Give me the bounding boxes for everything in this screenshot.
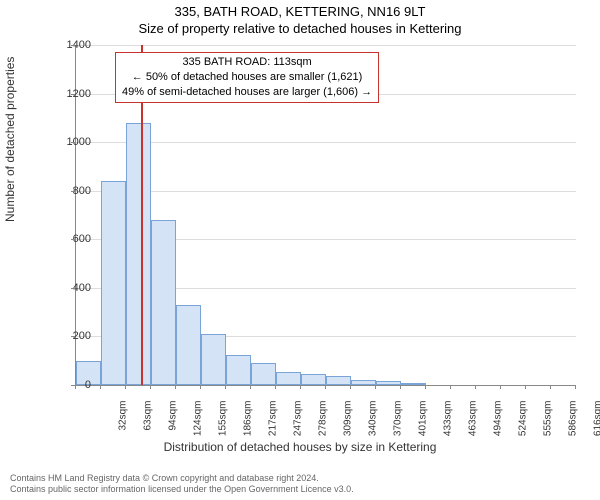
histogram-bar (276, 372, 301, 385)
histogram-bar (101, 181, 126, 385)
info-line-3: 49% of semi-detached houses are larger (… (122, 85, 372, 100)
histogram-bar (401, 383, 426, 385)
attribution-line-1: Contains HM Land Registry data © Crown c… (10, 473, 354, 485)
attribution: Contains HM Land Registry data © Crown c… (10, 473, 354, 496)
histogram-bar (176, 305, 201, 385)
attribution-line-2: Contains public sector information licen… (10, 484, 354, 496)
histogram-bar (201, 334, 226, 385)
x-axis-label: Distribution of detached houses by size … (0, 440, 600, 454)
chart-container: 335, BATH ROAD, KETTERING, NN16 9LT Size… (0, 0, 600, 500)
page-title: 335, BATH ROAD, KETTERING, NN16 9LT (0, 0, 600, 19)
histogram-bar (301, 374, 326, 385)
histogram-bar (151, 220, 176, 385)
y-axis-label: Number of detached properties (3, 57, 17, 222)
histogram-bar (376, 381, 401, 385)
info-line-2: ← 50% of detached houses are smaller (1,… (122, 70, 372, 85)
indicator-info-box: 335 BATH ROAD: 113sqm ← 50% of detached … (115, 52, 379, 103)
histogram-bar (326, 376, 351, 385)
histogram-bar (126, 123, 151, 385)
page-subtitle: Size of property relative to detached ho… (0, 19, 600, 36)
histogram-bar (251, 363, 276, 385)
info-line-1: 335 BATH ROAD: 113sqm (122, 55, 372, 70)
histogram-bar (351, 380, 376, 385)
histogram-bar (226, 355, 251, 385)
